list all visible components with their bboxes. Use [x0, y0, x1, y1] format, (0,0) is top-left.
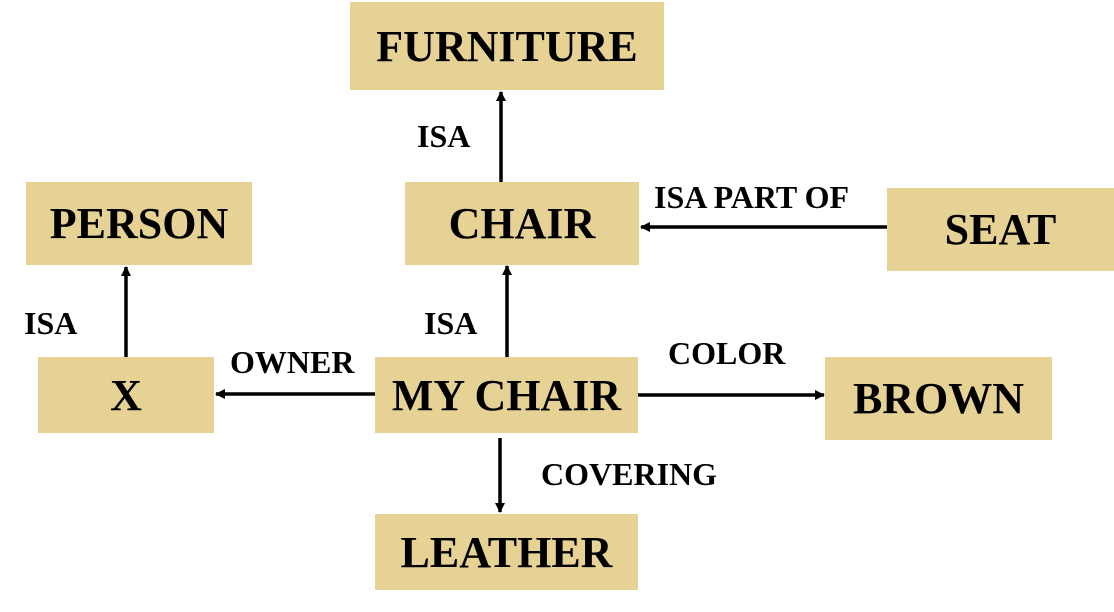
node-leather: LEATHER [375, 514, 638, 590]
edge-label-chair-isa-furniture: ISA [417, 118, 471, 154]
node-furniture: FURNITURE [350, 2, 664, 90]
node-brown: BROWN [825, 357, 1052, 440]
edge-label-mychair-isa-chair: ISA [424, 305, 478, 341]
node-seat: SEAT [887, 188, 1114, 271]
node-chair: CHAIR [405, 182, 639, 265]
node-person: PERSON [26, 182, 252, 265]
edge-label-mychair-covering-leather: COVERING [541, 456, 718, 492]
edge-label-seat-part-of-chair: ISA PART OF [654, 179, 850, 215]
edge-label-mychair-owner-x: OWNER [230, 344, 355, 380]
edge-label-x-isa-person: ISA [24, 305, 78, 341]
node-my-chair: MY CHAIR [375, 357, 638, 433]
node-x: X [38, 357, 214, 433]
edge-label-mychair-color-brown: COLOR [668, 335, 786, 371]
